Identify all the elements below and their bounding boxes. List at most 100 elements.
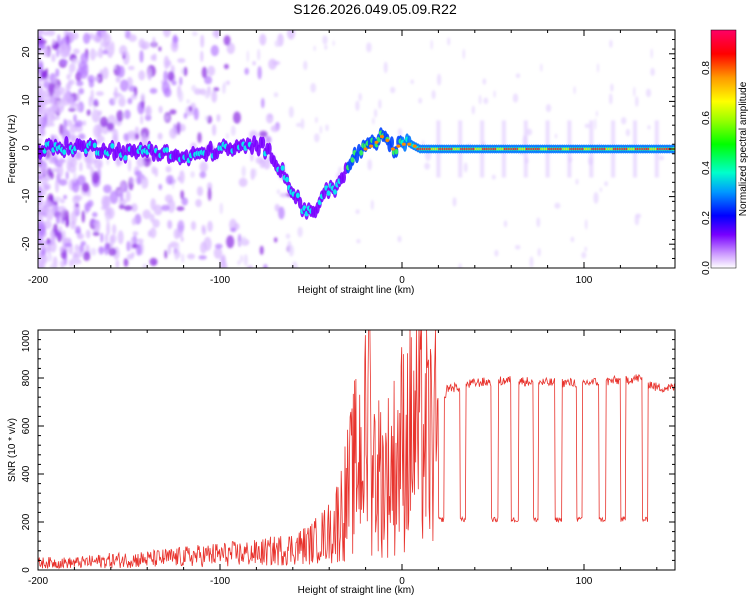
spectrogram-speckle xyxy=(74,244,80,252)
spectrogram-speckle xyxy=(116,110,124,122)
spectrogram-ridge-peak xyxy=(624,147,626,151)
spectrogram-speckle xyxy=(515,73,521,78)
spectrogram-speckle xyxy=(599,187,603,193)
spectrogram-speckle xyxy=(223,63,229,70)
spectrogram-ridge-peak xyxy=(491,147,493,151)
spectrogram-ridge-peak xyxy=(429,147,431,151)
spectrogram-ridge-peak xyxy=(540,147,542,151)
spectrogram-speckle xyxy=(38,186,42,197)
spectrogram-speckle xyxy=(625,128,631,137)
spectrogram-speckle xyxy=(324,44,328,50)
spectrogram-speckle xyxy=(238,177,248,187)
spectrogram-ridge-peak xyxy=(476,147,478,151)
spectrogram-speckle xyxy=(383,61,388,74)
spectrogram-speckle xyxy=(105,195,110,202)
spectrogram-speckle xyxy=(237,233,242,247)
spectrogram-speckle xyxy=(68,67,73,78)
spectrogram-ridge-peak xyxy=(549,147,551,151)
spectrogram-speckle xyxy=(471,105,475,115)
spectrogram-speckle xyxy=(452,197,457,207)
spectrogram-ridge-peak xyxy=(556,147,558,151)
spectrogram-speckle xyxy=(113,96,116,104)
spectrogram-ridge-peak xyxy=(542,147,544,151)
spectrogram-speckle xyxy=(609,39,613,48)
spectrogram-speckle xyxy=(483,97,489,105)
spectrogram-speckle xyxy=(158,183,163,191)
spectrogram-speckle xyxy=(177,58,186,63)
spectrogram-ridge-peak xyxy=(534,147,537,151)
spectrogram-speckle xyxy=(60,59,68,65)
spectrogram-ridge-peak xyxy=(483,147,486,151)
spectrogram-ridge-peak xyxy=(564,147,566,151)
spectrogram-ridge-peak xyxy=(602,147,604,151)
spectrogram-ridge-peak xyxy=(645,147,648,151)
spectrogram-speckle xyxy=(372,117,375,125)
spectrogram-ridge-core xyxy=(123,155,128,161)
spectrogram-speckle xyxy=(75,103,81,112)
spectrogram-ridge-peak xyxy=(553,147,555,151)
spectrogram-speckle xyxy=(43,220,52,230)
spectrogram-speckle xyxy=(58,179,68,186)
snr-xtick-label: 100 xyxy=(576,576,593,587)
spectrogram-speckle xyxy=(53,196,60,202)
spectrogram-ridge-peak xyxy=(390,147,395,151)
spectrogram-ridge-peak xyxy=(642,147,644,151)
figure-title: S126.2026.049.05.09.R22 xyxy=(293,1,457,17)
spectrogram-speckle xyxy=(554,133,558,139)
spectrogram-speckle xyxy=(131,203,138,213)
spectrogram-speckle xyxy=(188,105,193,112)
spectrogram-ridge-peak xyxy=(423,147,425,151)
spectrogram-ridge-peak xyxy=(571,147,573,151)
spectrogram-speckle xyxy=(315,116,318,124)
spectrogram-speckle xyxy=(418,97,423,104)
spectrogram-speckle xyxy=(378,99,382,110)
spectrogram-ridge-peak xyxy=(573,147,575,151)
spectrogram-speckle xyxy=(38,65,42,74)
spectrogram-speckle xyxy=(93,158,103,170)
spectrogram-speckle xyxy=(113,65,117,70)
spectrogram-speckle xyxy=(51,53,56,63)
spectrogram-speckle xyxy=(575,178,579,185)
spectrogram-speckle xyxy=(38,214,42,222)
spectrogram-ridge-peak xyxy=(644,147,646,151)
spectrogram-speckle xyxy=(134,133,140,140)
spectrogram-speckle xyxy=(526,128,533,136)
spectrogram-speckle xyxy=(134,170,142,176)
spectrogram-ridge-peak xyxy=(478,147,480,151)
spectrogram-speckle xyxy=(46,175,51,182)
spectrogram-ridge-peak xyxy=(565,147,567,151)
spectrogram-ridge-peak xyxy=(420,147,422,151)
spectrogram-speckle xyxy=(85,63,89,76)
spectrogram-speckle xyxy=(279,193,288,198)
spectrogram-speckle xyxy=(210,45,219,57)
spectrogram-ridge-core xyxy=(285,176,289,183)
spectrogram-ridge-peak xyxy=(578,147,580,151)
spectrogram-speckle xyxy=(176,242,180,253)
spectrogram-speckle xyxy=(149,87,158,94)
spectrogram-ridge-peak xyxy=(487,147,489,151)
spectrogram-speckle xyxy=(117,65,125,78)
spectrogram-speckle xyxy=(93,51,99,57)
spectrogram-speckle xyxy=(165,60,172,67)
snr-ytick-label: 400 xyxy=(21,465,32,482)
spectrogram-speckle xyxy=(554,202,561,209)
spectrogram-ridge-peak xyxy=(651,147,653,151)
spectrogram-speckle xyxy=(100,232,104,243)
spectrogram-speckle xyxy=(98,47,104,59)
spectrogram-speckle xyxy=(154,167,158,178)
spec-ytick-label: 0 xyxy=(21,145,32,151)
spectrogram-speckle xyxy=(266,113,274,124)
spectrogram-speckle xyxy=(172,177,175,190)
spectrogram-speckle xyxy=(237,260,241,266)
spectrogram-speckle xyxy=(149,215,154,221)
spectrogram-speckle xyxy=(119,94,125,100)
spectrogram-speckle xyxy=(164,114,170,121)
spectrogram-ridge-peak xyxy=(502,147,504,151)
spectrogram-speckle xyxy=(297,226,303,238)
spectrogram-speckle xyxy=(265,136,272,144)
spectrogram-speckle xyxy=(72,257,79,266)
colorbar-tick-label: 0.0 xyxy=(701,261,712,275)
spectrogram-speckle xyxy=(659,155,664,161)
spectrogram-speckle xyxy=(597,63,599,73)
spectrogram-speckle xyxy=(79,244,85,254)
